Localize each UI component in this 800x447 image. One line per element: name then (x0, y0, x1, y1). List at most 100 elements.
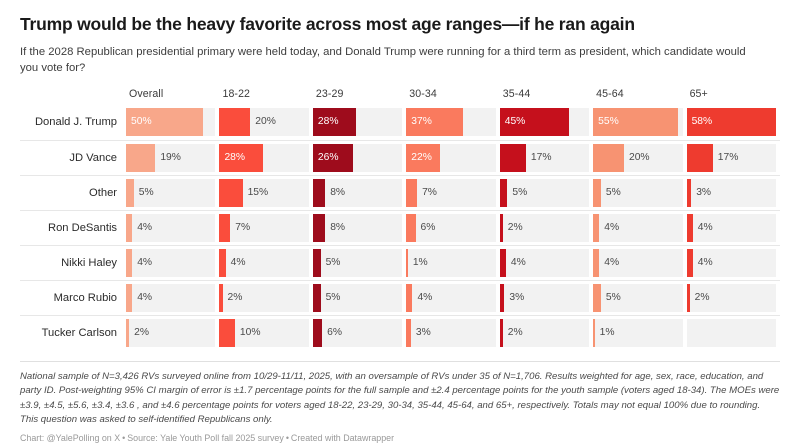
cell-4-5: 4% (593, 244, 687, 280)
bar-track: 5% (126, 178, 216, 207)
bar-value-label: 50% (131, 116, 152, 128)
bar-value-label: 28% (317, 116, 339, 128)
bar (312, 143, 353, 172)
bar-track: 58% (686, 108, 776, 137)
cell-0-4: 45% (499, 105, 593, 140)
bar-value-label: 5% (138, 186, 154, 198)
bar (312, 213, 326, 242)
bar (593, 318, 596, 347)
bar-track: 6% (406, 213, 496, 242)
bar-value-label: 5% (605, 186, 621, 198)
column-header-30-34: 30-34 (409, 87, 437, 100)
cell-1-3: 22% (406, 139, 500, 175)
bar-track: 8% (312, 213, 403, 242)
cell-2-3: 7% (406, 174, 500, 210)
bar (406, 283, 413, 312)
row-label-ron-desantis: Ron DeSantis (20, 209, 127, 245)
bar-value-label: 22% (411, 151, 432, 163)
bar (593, 178, 601, 207)
bar-track: 37% (406, 108, 496, 137)
bar-track: 2% (499, 213, 590, 242)
cell-2-5: 5% (593, 174, 687, 210)
bar-track (686, 318, 776, 347)
bar-value-label: 5% (325, 256, 341, 268)
bar-value-label: 17% (530, 151, 552, 163)
bar (686, 283, 690, 312)
bar (126, 248, 133, 277)
bar-track: 4% (593, 248, 683, 277)
bar-value-label: 2% (507, 326, 523, 338)
bar (499, 248, 506, 277)
row-label-nikki-haley: Nikki Haley (20, 244, 127, 280)
chart-notes: National sample of N=3,426 RVs surveyed … (20, 360, 780, 428)
cell-5-5: 5% (593, 279, 687, 315)
bar-track: 7% (219, 213, 309, 242)
cell-5-4: 3% (499, 279, 594, 315)
cell-2-6: 3% (686, 174, 780, 210)
bar (499, 108, 570, 137)
cell-6-2: 6% (312, 314, 407, 350)
cell-0-0: 50% (126, 105, 219, 140)
bar-value-label: 4% (137, 291, 153, 303)
bar-track: 50% (126, 108, 216, 137)
bar (406, 143, 441, 172)
bar (686, 178, 692, 207)
bar-value-label: 1% (412, 256, 428, 268)
bar-value-label: 4% (604, 256, 620, 268)
bar-track: 6% (312, 318, 403, 347)
row-label-marco-rubio: Marco Rubio (20, 279, 127, 315)
cell-0-2: 28% (312, 105, 406, 140)
bar-value-label: 5% (325, 291, 341, 303)
column-header-45-64: 45-64 (596, 87, 624, 100)
bar-track: 4% (686, 213, 776, 242)
bar-track: 4% (499, 248, 590, 277)
cell-6-4: 2% (499, 314, 594, 350)
cell-4-1: 4% (219, 244, 313, 280)
bar-track: 1% (593, 318, 683, 347)
bar (686, 143, 713, 172)
cell-4-3: 1% (406, 244, 500, 280)
bar-value-label: 7% (235, 221, 251, 233)
bar-value-label: 17% (717, 151, 739, 163)
bar (126, 108, 204, 137)
bar-value-label: 5% (605, 291, 621, 303)
cell-3-1: 7% (219, 209, 313, 245)
cell-6-1: 10% (219, 314, 313, 350)
bar-track: 3% (499, 283, 590, 312)
cell-1-4: 17% (499, 139, 594, 175)
table-row: JD Vance 19% 28% 26% 22% 17% 20% 17% (20, 139, 780, 175)
cell-3-6: 4% (686, 209, 780, 245)
column-header-overall: Overall (129, 87, 164, 100)
bar-value-label: 5% (512, 186, 528, 198)
cell-1-6: 17% (686, 139, 780, 175)
bar (406, 178, 418, 207)
cell-0-1: 20% (219, 105, 312, 140)
cell-1-5: 20% (593, 139, 687, 175)
column-header-23-29: 23-29 (315, 87, 344, 100)
bar-value-label: 45% (504, 116, 526, 128)
bar-track: 28% (312, 108, 403, 137)
cell-6-3: 3% (406, 314, 500, 350)
bar-track: 20% (219, 108, 309, 137)
cell-4-0: 4% (126, 244, 220, 280)
table-row: Tucker Carlson 2% 10% 6% 3% 2% 1% (20, 314, 780, 350)
chart-headline: Trump would be the heavy favorite across… (20, 14, 635, 34)
bar-track: 22% (406, 143, 496, 172)
chart-subheadline: If the 2028 Republican presidential prim… (20, 46, 746, 75)
cell-2-0: 5% (126, 174, 220, 210)
bar-value-label: 10% (239, 326, 261, 338)
bar (593, 108, 678, 137)
bar-track: 4% (219, 248, 309, 277)
bar-track: 2% (219, 283, 309, 312)
bar (219, 283, 223, 312)
bar-track: 2% (126, 318, 216, 347)
bar-track: 55% (593, 108, 683, 137)
bar-value-label: 20% (628, 151, 650, 163)
bar-value-label: 3% (415, 326, 431, 338)
bar-track: 5% (312, 248, 403, 277)
table-row: Other 5% 15% 8% 7% 5% 5% 3% (20, 174, 780, 210)
bar (219, 213, 231, 242)
bar-value-label: 28% (224, 151, 246, 163)
bar-track: 17% (499, 143, 590, 172)
bar-track: 4% (406, 283, 496, 312)
